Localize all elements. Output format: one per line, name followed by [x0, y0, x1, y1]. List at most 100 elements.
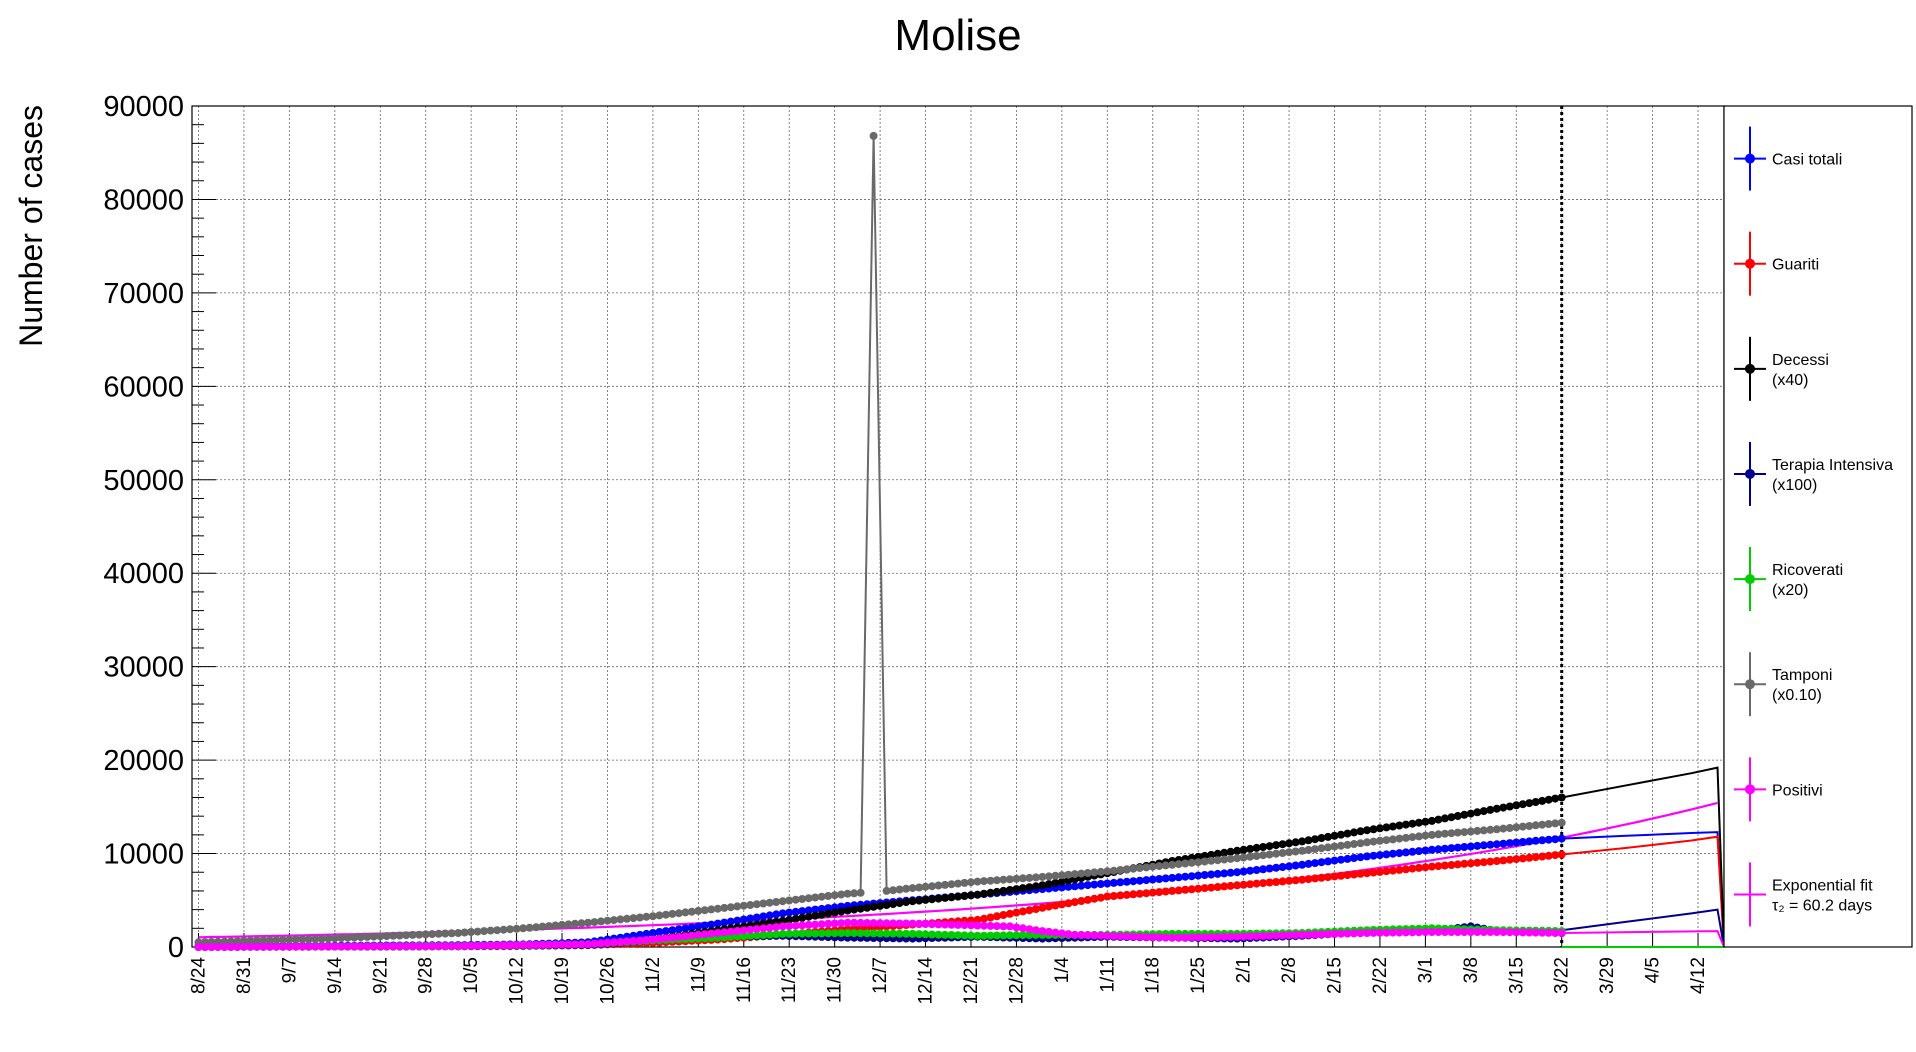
data-point [837, 907, 846, 916]
data-point [1233, 932, 1242, 941]
data-point [1155, 888, 1164, 897]
data-point [1453, 843, 1462, 852]
y-tick-label: 40000 [103, 558, 184, 590]
data-point [1388, 928, 1397, 937]
data-point [1317, 834, 1326, 842]
data-point [1018, 884, 1027, 893]
data-point [597, 939, 605, 948]
data-point [1220, 855, 1229, 864]
data-point [999, 875, 1008, 884]
data-point [947, 931, 956, 939]
data-point [1531, 853, 1540, 862]
legend-marker [1745, 679, 1755, 690]
data-point [843, 929, 852, 937]
data-point [869, 919, 878, 928]
data-point [759, 924, 768, 933]
data-point [837, 929, 846, 938]
data-point [876, 901, 885, 910]
data-point [908, 884, 917, 893]
data-point [525, 941, 534, 949]
data-point [895, 929, 904, 938]
data-point [1544, 795, 1553, 804]
data-point [1408, 928, 1417, 937]
data-point [1005, 931, 1014, 940]
legend-entry-decessi: Decessi (x40) [1734, 336, 1829, 401]
data-point [915, 883, 924, 892]
data-point [941, 930, 949, 939]
legend-entry-guariti: Guariti [1734, 231, 1819, 296]
data-point [850, 929, 859, 938]
data-point [811, 929, 820, 938]
data-point [700, 930, 709, 939]
data-point [1304, 845, 1313, 854]
legend-entry-terapia-intensiva: Terapia Intensiva (x100) [1734, 441, 1893, 506]
x-tick-label: 9/28 [416, 957, 437, 994]
data-point [1363, 929, 1371, 937]
data-point [785, 922, 794, 931]
data-point [837, 890, 846, 899]
data-point [785, 915, 794, 924]
data-point [1090, 880, 1099, 889]
data-point [1440, 844, 1449, 853]
data-point [512, 941, 521, 950]
x-tick-label: 9/14 [325, 957, 346, 994]
data-point [1324, 832, 1332, 841]
data-point [246, 936, 255, 945]
data-point [454, 929, 463, 937]
data-point [1064, 930, 1073, 939]
data-point [1057, 871, 1066, 880]
data-point [928, 930, 936, 939]
data-point [1466, 928, 1475, 936]
data-point [1486, 840, 1495, 849]
data-point [590, 918, 599, 927]
data-point [1025, 925, 1034, 934]
data-point [1479, 928, 1488, 936]
data-point [1447, 813, 1456, 822]
series-layer [194, 131, 1725, 951]
data-point [1122, 932, 1131, 941]
data-point [356, 942, 365, 951]
data-point [1343, 854, 1352, 863]
data-point [337, 934, 346, 942]
x-tick-label: 1/4 [1052, 957, 1073, 984]
data-point [1246, 880, 1255, 889]
data-point [1382, 823, 1391, 832]
data-point [954, 892, 962, 901]
data-point [720, 928, 729, 937]
data-point [1109, 892, 1118, 900]
data-point [1544, 835, 1553, 844]
data-point [843, 918, 852, 927]
data-point [1551, 928, 1560, 937]
legend-marker [1745, 153, 1755, 164]
data-point [635, 930, 644, 939]
data-point [804, 894, 813, 903]
data-point [1447, 928, 1456, 936]
x-tick-label: 3/8 [1461, 957, 1482, 983]
data-point [226, 937, 235, 946]
data-point [1252, 843, 1261, 852]
data-point [629, 914, 638, 923]
data-point [499, 941, 508, 950]
x-tick-label: 10/12 [507, 957, 528, 1005]
data-point [992, 912, 1001, 921]
data-point [1395, 821, 1404, 830]
data-point [726, 917, 735, 926]
data-point [791, 921, 800, 930]
data-point [661, 927, 670, 936]
grid-layer [192, 106, 1724, 947]
data-point [447, 929, 456, 938]
data-point [590, 939, 599, 948]
data-point [1070, 870, 1079, 879]
data-point [1486, 825, 1495, 834]
data-point [1265, 878, 1274, 887]
data-point [1226, 881, 1235, 890]
data-point [603, 938, 612, 947]
data-point [1538, 796, 1547, 805]
data-point [428, 942, 437, 951]
data-point [1083, 931, 1092, 940]
data-point [1492, 804, 1501, 813]
chart-title: Molise [894, 11, 1021, 60]
data-point [337, 942, 346, 951]
legend-marker [1745, 468, 1755, 479]
x-tick-label: 3/29 [1597, 957, 1618, 994]
